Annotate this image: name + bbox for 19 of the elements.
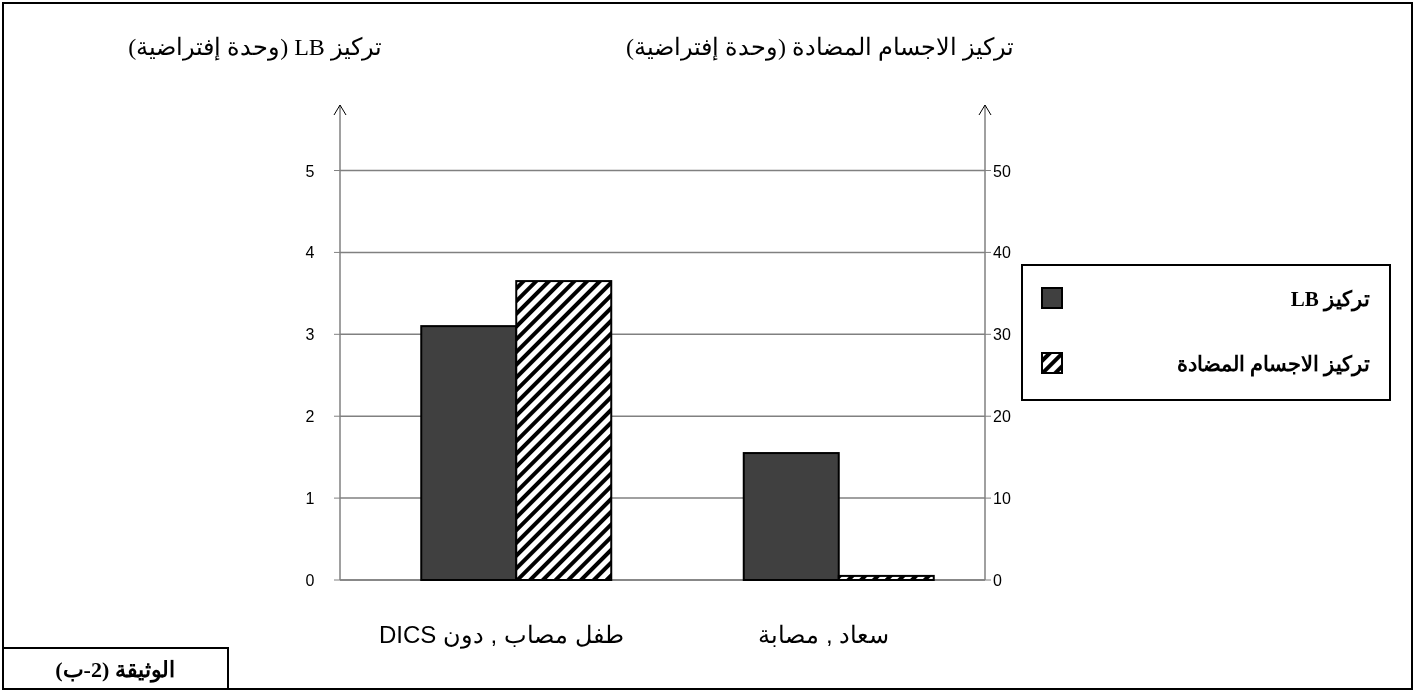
y-tick-label: 0 (305, 572, 315, 589)
y2-tick-label: 20 (993, 408, 1011, 426)
y2-tick-label: 30 (993, 326, 1011, 344)
y-tick-label: 4 (305, 244, 315, 262)
y2-tick-label: 50 (993, 162, 1011, 180)
y2-tick-label: 40 (993, 244, 1011, 262)
x-tick-label: سعاد , مصابة (758, 621, 890, 648)
text: الوثيقة (2-ب) (55, 657, 175, 683)
y-tick-label: 2 (305, 408, 315, 426)
text: تركيز LB (1290, 287, 1370, 312)
text: تركيز الاجسام المضادة (1176, 352, 1370, 377)
y2-tick-label: 10 (993, 490, 1011, 508)
y-tick-label: 3 (305, 326, 315, 344)
y2-axis-title: تركيز الاجسام المضادة (وحدة إفتراضية) (626, 34, 1014, 61)
y-axis-title: تركيز LB (وحدة إفتراضية) (128, 34, 382, 61)
x-tick-label: طفل مصاب , دون DICS (378, 621, 624, 649)
y-tick-label: 5 (305, 162, 315, 180)
y2-tick-label: 0 (993, 572, 1002, 589)
y-tick-label: 1 (305, 490, 315, 508)
